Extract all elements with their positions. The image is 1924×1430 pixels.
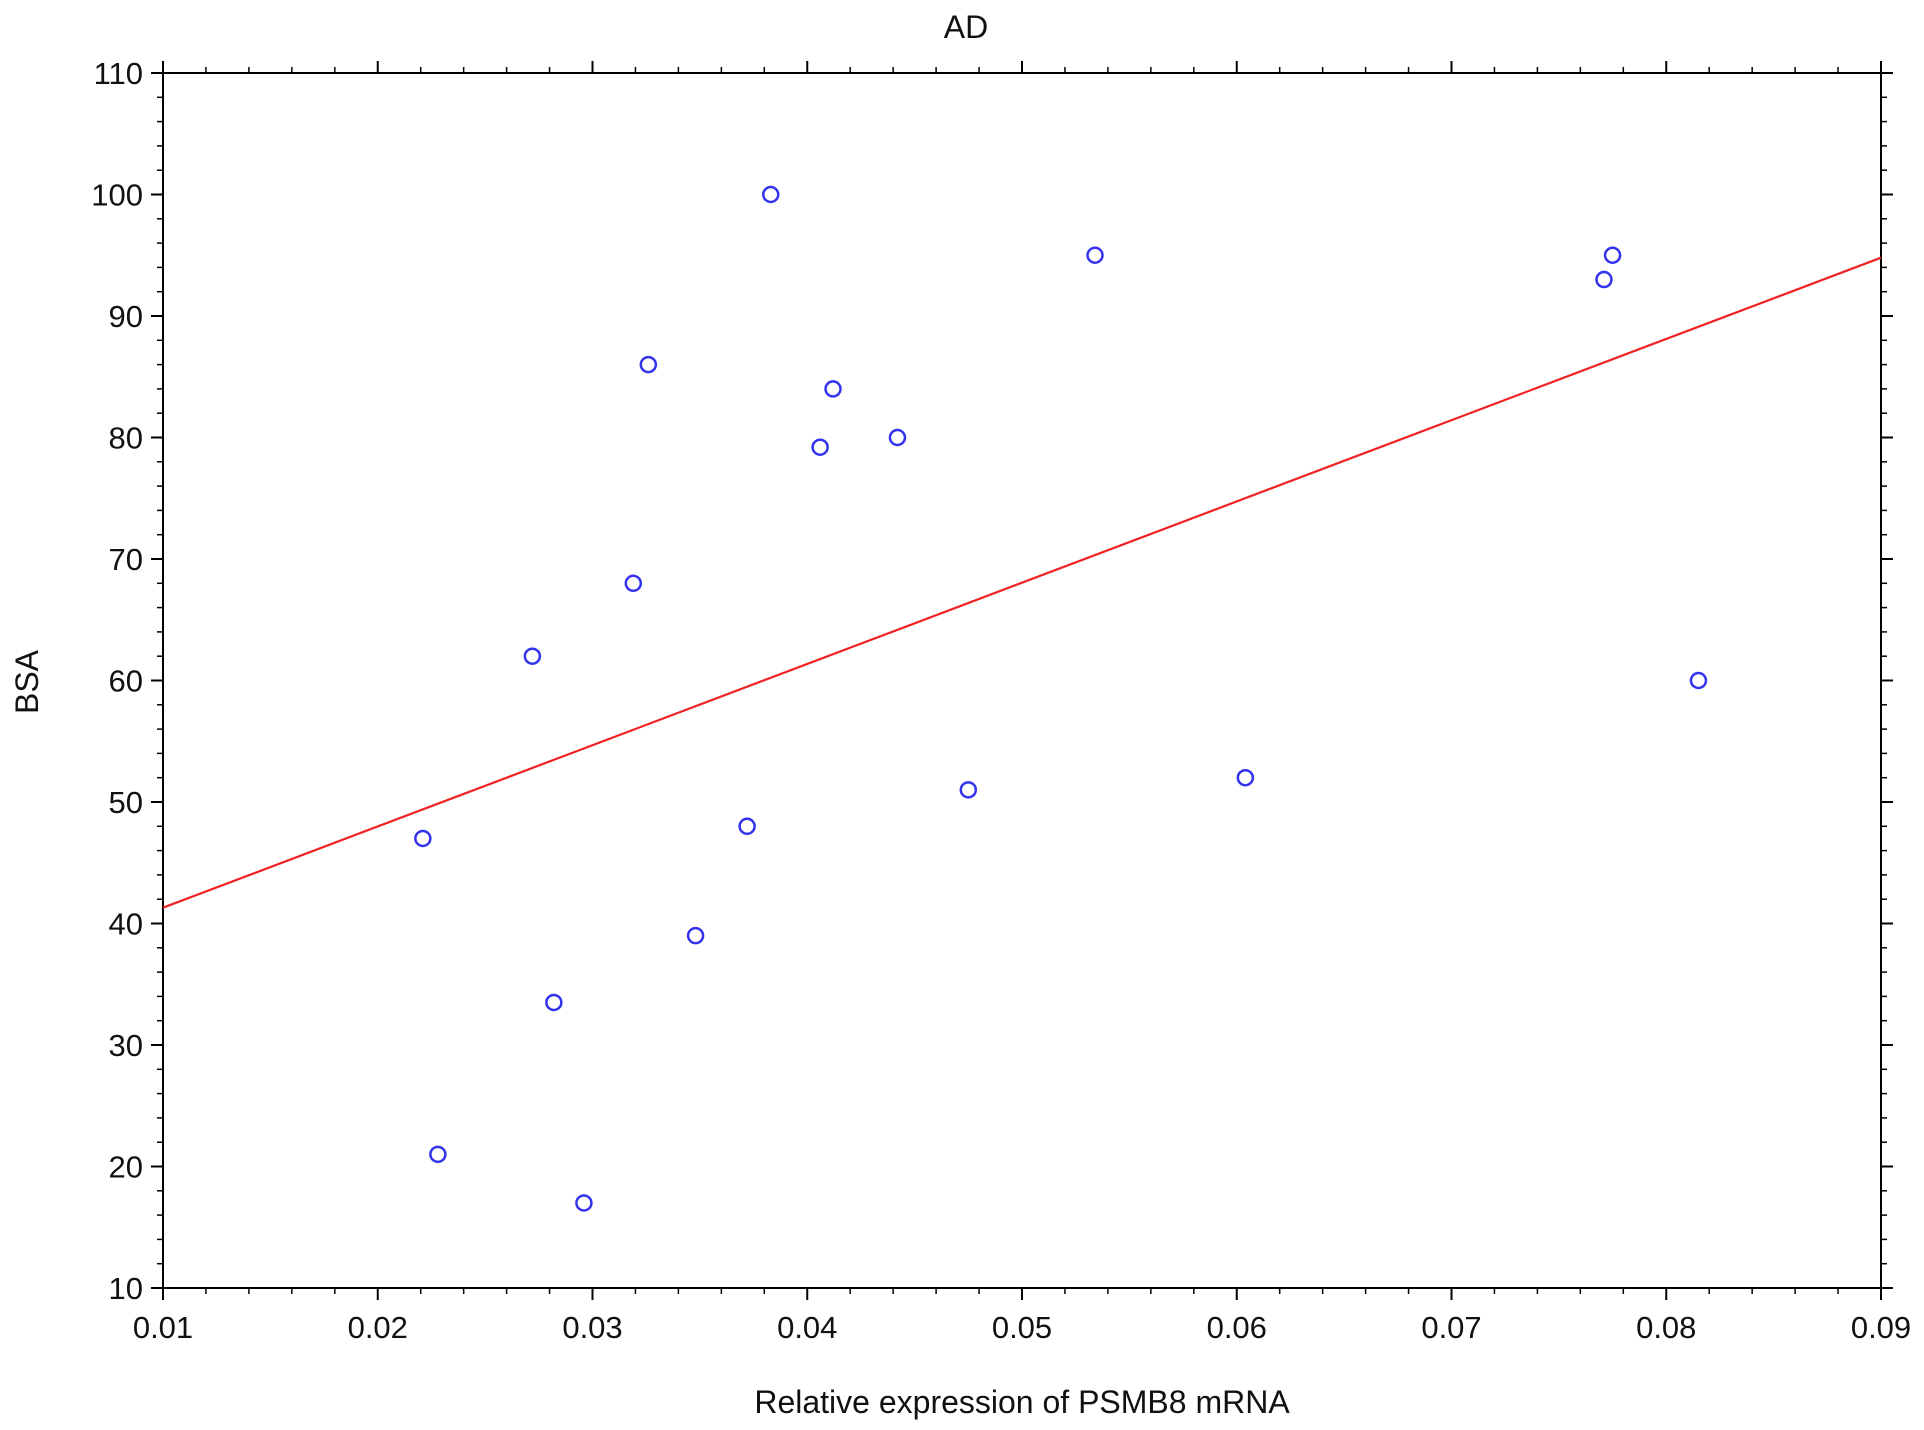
data-point (575, 1194, 593, 1212)
plot-frame (162, 72, 1882, 1289)
y-tick-label: 100 (91, 178, 143, 213)
data-point (888, 428, 907, 447)
y-tick-label: 60 (109, 664, 143, 699)
data-point (429, 1145, 447, 1164)
data-point (738, 817, 756, 836)
y-tick-label: 70 (109, 542, 143, 577)
data-point (1086, 246, 1104, 264)
x-tick-label: 0.06 (1207, 1310, 1267, 1345)
x-tick-label: 0.03 (562, 1310, 622, 1345)
data-point (1595, 270, 1613, 289)
minor-ticks (157, 67, 1887, 1294)
data-point (686, 926, 705, 945)
data-point (639, 355, 658, 374)
y-axis: 10 20 30 40 50 60 70 80 90 100 110 (91, 56, 1893, 1306)
y-tick-label: 110 (94, 56, 143, 91)
data-point (824, 380, 842, 398)
data-point (545, 993, 563, 1012)
y-tick-label: 90 (109, 299, 143, 334)
data-point (523, 647, 542, 665)
data-point (624, 574, 643, 593)
y-tick-label: 50 (109, 785, 143, 820)
data-point (1689, 671, 1708, 690)
y-tick-label: 10 (109, 1271, 143, 1306)
x-tick-label: 0.08 (1636, 1310, 1696, 1345)
data-point (959, 781, 978, 799)
data-point (1603, 246, 1622, 264)
regression-line (162, 256, 1882, 909)
chart-title: AD (944, 9, 988, 45)
data-points (414, 185, 1708, 1212)
y-tick-label: 20 (109, 1150, 143, 1185)
x-tick-label: 0.05 (992, 1310, 1052, 1345)
y-axis-title: BSA (9, 649, 45, 714)
y-tick-label: 80 (109, 421, 143, 456)
data-point (761, 185, 780, 204)
data-point (1236, 768, 1255, 787)
x-axis-title: Relative expression of PSMB8 mRNA (754, 1384, 1290, 1420)
x-tick-label: 0.09 (1851, 1310, 1911, 1345)
data-point (811, 438, 829, 456)
x-tick-label: 0.02 (348, 1310, 408, 1345)
x-axis: 0.01 0.02 0.03 0.04 0.05 0.06 0.07 0.08 0.09 (133, 61, 1911, 1345)
x-tick-label: 0.07 (1421, 1310, 1481, 1345)
data-point (414, 829, 432, 848)
x-tick-label: 0.04 (777, 1310, 837, 1345)
y-tick-label: 30 (109, 1028, 143, 1063)
y-tick-label: 40 (109, 907, 143, 942)
x-tick-label: 0.01 (133, 1310, 193, 1345)
